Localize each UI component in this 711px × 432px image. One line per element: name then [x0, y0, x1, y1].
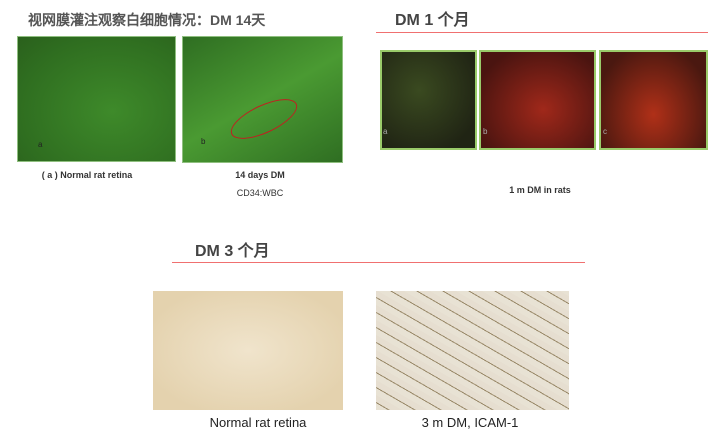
retina-image-icam-1 [376, 291, 569, 410]
panel-label: a [383, 127, 388, 136]
caption-1-month: 1 m DM in rats [509, 185, 571, 195]
section-title-14-days: 视网膜灌注观察白细胞情况：DM 14天 [28, 12, 266, 28]
caption-14-days: 14 days DM [235, 170, 285, 180]
fluorescence-image-c: c [599, 50, 708, 150]
panel-label: b [201, 137, 206, 146]
panel-label: b [483, 127, 488, 136]
divider-line [172, 262, 585, 263]
panel-label: c [603, 127, 607, 136]
caption-icam-1: 3 m DM, ICAM-1 [421, 415, 519, 430]
fluorescence-image-a: a [380, 50, 477, 150]
retina-image-normal-3m [153, 291, 343, 410]
retina-image-14-days-dm: b [182, 36, 343, 163]
section-title-3-months: DM 3 个月 [195, 243, 270, 260]
caption-cd34: CD34:WBC [236, 188, 284, 198]
section-title-1-month: DM 1 个月 [395, 12, 470, 29]
highlight-ellipse [225, 91, 303, 147]
divider-line [376, 32, 708, 33]
panel-label: a [38, 140, 43, 149]
retina-image-normal: a [17, 36, 176, 162]
caption-normal: ( a ) Normal rat retina [41, 170, 133, 180]
caption-normal-3m: Normal rat retina [209, 415, 307, 430]
fluorescence-image-b: b [479, 50, 596, 150]
